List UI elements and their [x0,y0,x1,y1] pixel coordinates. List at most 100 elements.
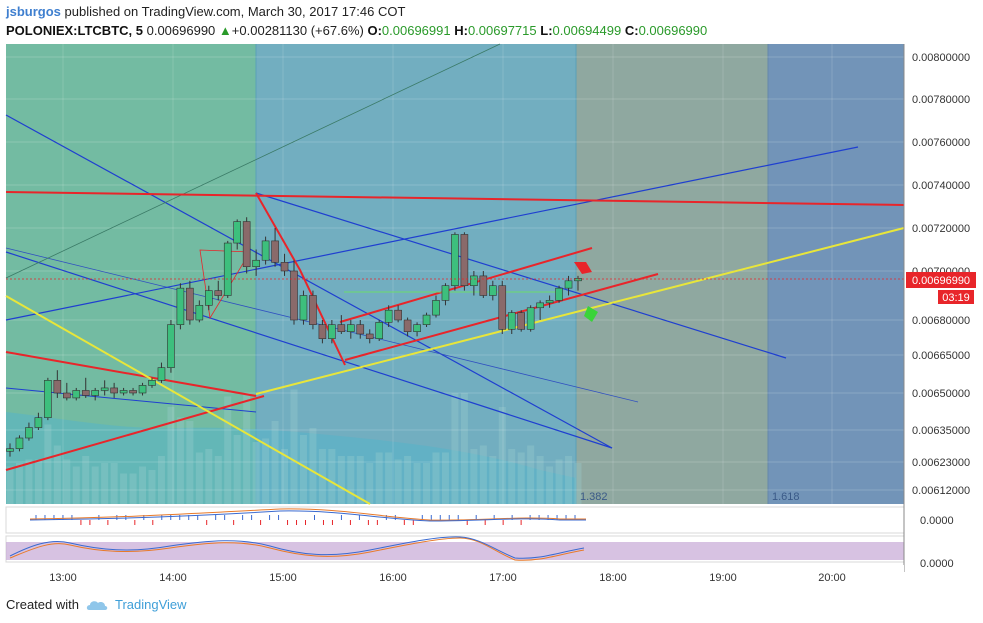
volume-bar [451,393,459,504]
candle [72,387,81,401]
candle [403,317,412,337]
volume-bar [139,466,147,504]
candle [148,377,156,388]
candle [517,310,526,332]
price-axis[interactable] [904,44,983,572]
yellow-down-line[interactable] [5,295,371,505]
last-price-tag [906,272,976,288]
volume-bar [328,449,336,504]
volume-bar [34,459,42,504]
candle [365,329,374,344]
red-line-lower-left[interactable] [5,395,265,471]
candles [6,217,582,457]
candle [337,315,346,334]
candle [34,412,43,430]
candle [328,320,336,344]
candle [375,320,384,341]
zone-teal [256,44,576,504]
chart-header: jsburgos published on TradingView.com, M… [6,2,707,40]
blue-channel-upper[interactable] [5,114,613,449]
volume-bar [498,407,506,504]
volume-bar [15,463,23,504]
y-tick-label: 0.00800000 [912,52,970,64]
red-line-left[interactable] [5,351,257,397]
candle [44,377,52,421]
open-label: O: [367,23,382,38]
red-resistance[interactable] [5,191,905,206]
blue-channel-lower[interactable] [5,251,613,449]
volume-bar [536,456,544,504]
candle [564,275,573,296]
volume-bar [394,459,402,504]
oscillator-1-macd [29,510,586,522]
candle [167,320,175,373]
volume-bar [366,463,374,504]
volume-bar [470,449,478,504]
candle [432,295,440,318]
yellow-support[interactable] [255,227,905,395]
zone-blue [768,44,904,504]
volume-bar [167,407,175,504]
volume-bar [148,470,156,504]
oscillator-1-signal [29,508,586,521]
blue-down-trend[interactable] [255,192,787,359]
volume-bar [271,421,279,504]
candle [280,253,289,276]
candle [536,300,544,320]
candle [413,322,421,337]
up-triangle-icon: ▲ [218,23,232,38]
countdown-tag [938,290,974,304]
close-value: 0.00696990 [638,23,708,38]
candle [15,435,24,452]
volume-bar [489,456,497,504]
oscillator-2-band [6,542,904,560]
candle [110,382,118,398]
volume-bar [356,456,364,504]
candle [526,305,535,332]
volume-bar [508,449,516,504]
y-tick-label: 0.00623000 [912,457,970,469]
high-value: 0.00697715 [467,23,537,38]
volume-bar [176,417,184,504]
volume-bar [214,456,222,504]
volume-bar [63,459,71,504]
price-chart[interactable]: 1.382 1.618 0.00800000 0.00780000 0.007600… [0,0,983,575]
candle [91,387,99,401]
volume-bar [574,463,582,504]
candle [176,283,185,330]
candle [157,362,166,383]
volume-bar [186,421,194,504]
tradingview-brand-link[interactable]: TradingView [114,597,187,612]
candle [479,271,488,298]
candle [356,320,365,339]
fib-label-2: 1.618 [772,491,800,503]
volume-bar [243,393,251,504]
price-change: +0.00281130 (+67.6%) [231,23,364,38]
volume-bar [110,463,118,504]
candle [555,285,563,303]
candle [186,280,194,325]
symbol-label[interactable]: POLONIEX:LTCBTC, 5 [6,23,143,38]
candle [119,387,128,396]
buy-arrow-icon [584,306,598,322]
author-link[interactable]: jsburgos [6,4,61,19]
fib-label-1: 1.382 [580,491,608,503]
volume-bar [517,452,525,504]
volume-bar [337,456,345,504]
candle [205,285,213,311]
volume-bar [309,428,317,504]
candle [394,305,402,323]
volume-bar [44,424,52,504]
candle [195,300,204,323]
green-diagonal[interactable] [5,43,501,279]
y-tick-label: 0.00760000 [912,137,970,149]
y-tick-label: 0.00740000 [912,180,970,192]
volume-bar [205,449,213,504]
y-tick-label: 0.00720000 [912,223,970,235]
y-tick-label: 0.00780000 [912,94,970,106]
oscillator-2-fast [9,536,585,559]
blue-up-trend[interactable] [5,146,859,321]
volume-bar [479,445,487,504]
candle [309,290,317,330]
y-tick-label: 0.00665000 [912,350,970,362]
